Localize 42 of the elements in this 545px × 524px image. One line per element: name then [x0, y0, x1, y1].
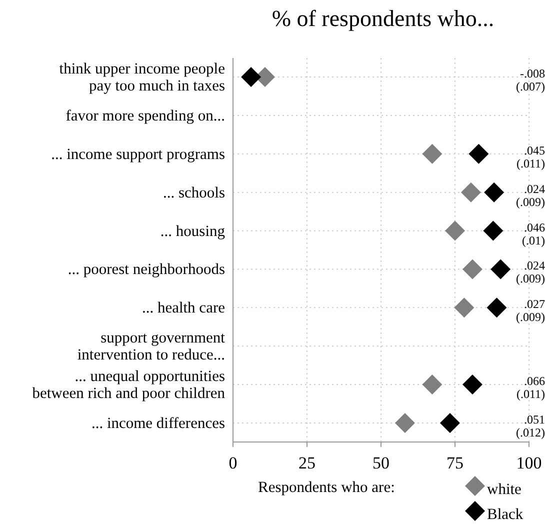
point [445, 220, 465, 241]
y-tick-label: support government intervention to reduce... [77, 330, 226, 364]
point [462, 374, 482, 395]
y-tick-label: ... schools [163, 184, 225, 202]
point [468, 144, 489, 164]
point [440, 413, 460, 433]
annotation: .045 (.011) [516, 143, 545, 170]
y-tick-label: think upper income people pay too much in taxes [59, 60, 226, 94]
x-tick-label: 25 [298, 454, 316, 473]
point [484, 182, 504, 202]
y-tick-label: ... income differences [91, 415, 225, 432]
point [483, 220, 504, 241]
x-tick-label: 75 [446, 454, 464, 473]
x-tick-label: 100 [516, 454, 542, 473]
y-tick-label: ... income support programs [51, 146, 225, 163]
point [422, 374, 442, 395]
y-tick-label: ... housing [160, 222, 226, 240]
annotation: .027 (.009) [516, 297, 545, 324]
legend-title: Respondents who are: [258, 479, 395, 496]
point [394, 413, 415, 433]
annotation: .046 (.01) [522, 220, 545, 248]
annotation: -.008 (.007) [516, 66, 545, 94]
y-tick-label: favor more spending on... [66, 107, 225, 124]
annotation: .051 (.012) [516, 412, 545, 440]
y-tick-label: ... unequal opportunities between rich and poor children [32, 368, 226, 402]
x-tick-label: 0 [228, 454, 238, 473]
legend-label: Black [487, 506, 524, 523]
point [486, 298, 507, 318]
x-tick-label: 50 [372, 454, 390, 473]
legend-label: white [487, 481, 522, 498]
point [460, 182, 481, 202]
point [454, 298, 474, 318]
point [241, 67, 262, 87]
annotation: .024 (.009) [516, 258, 545, 286]
point [462, 259, 482, 280]
annotation: .066 (.011) [516, 374, 545, 402]
annotation: .024 (.009) [516, 182, 545, 209]
point [422, 144, 442, 164]
y-tick-label: ... health care [142, 300, 226, 317]
y-tick-label: ... poorest neighborhoods [68, 261, 225, 278]
chart-title: % of respondents who... [272, 6, 494, 31]
point [490, 259, 511, 280]
